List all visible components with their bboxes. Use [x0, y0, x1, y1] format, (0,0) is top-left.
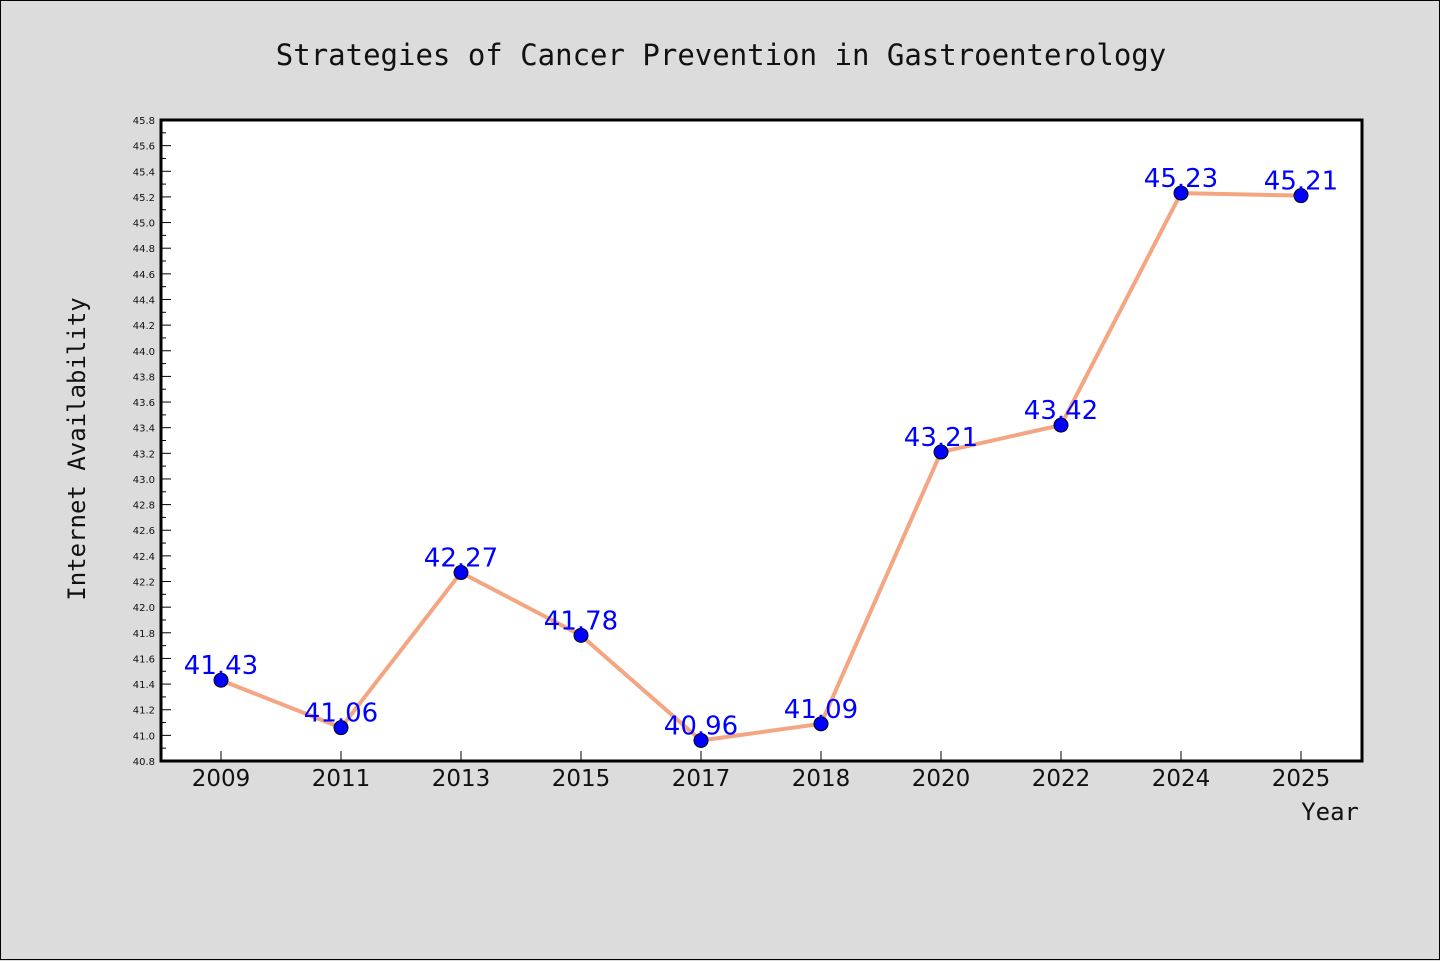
x-tick-label: 2024	[1152, 766, 1211, 792]
data-point	[1053, 417, 1069, 433]
data-label: 41.09	[784, 695, 858, 725]
y-tick-label: 40.8	[133, 757, 155, 768]
y-tick-label: 41.0	[133, 731, 155, 742]
y-tick-label: 42.2	[133, 578, 155, 589]
data-label: 45.23	[1144, 164, 1218, 194]
series-group	[213, 185, 1309, 748]
x-axis: 2009 2011 2013 2015 2017 2018 2020 2022 2024 2025	[192, 751, 1331, 792]
y-tick-label: 43.2	[133, 449, 155, 460]
y-tick-label: 41.4	[133, 680, 155, 691]
y-tick-label: 41.2	[133, 706, 155, 717]
y-tick-label: 45.6	[133, 142, 155, 153]
y-tick-label: 42.4	[133, 552, 155, 563]
data-point	[693, 732, 709, 748]
data-labels: 41.43 41.06 42.27 41.78 40.96 41.09 43.21 43.42…	[184, 164, 1338, 741]
data-label: 41.06	[304, 699, 378, 729]
y-tick-label: 44.6	[133, 270, 155, 281]
y-tick-label: 42.0	[133, 603, 155, 614]
y-tick-label: 45.0	[133, 219, 155, 230]
y-tick-label: 42.6	[133, 526, 155, 537]
x-tick-label: 2011	[312, 766, 371, 792]
y-tick-label: 45.4	[133, 167, 155, 178]
data-label: 45.21	[1264, 167, 1338, 197]
data-point	[213, 672, 229, 688]
y-tick-label: 44.8	[133, 244, 155, 255]
data-point	[933, 444, 949, 460]
y-axis-label: Internet Availability	[63, 297, 91, 600]
y-tick-label: 43.0	[133, 475, 155, 486]
data-point	[333, 720, 349, 736]
data-point	[1293, 188, 1309, 204]
y-tick-label: 42.8	[133, 501, 155, 512]
y-tick-label: 44.2	[133, 321, 155, 332]
y-tick-label: 45.2	[133, 193, 155, 204]
x-tick-label: 2025	[1272, 766, 1331, 792]
x-tick-label: 2013	[432, 766, 491, 792]
data-point	[1173, 185, 1189, 201]
x-tick-label: 2009	[192, 766, 251, 792]
chart-title: Strategies of Cancer Prevention in Gastr…	[276, 38, 1166, 72]
y-axis: 40.8 41.0 41.2 41.4 41.6 41.8 42.0 42.2 42.4 42.6…	[133, 116, 171, 768]
data-point	[453, 565, 469, 581]
data-label: 43.21	[904, 423, 978, 453]
data-point	[813, 716, 829, 732]
y-tick-label: 43.6	[133, 398, 155, 409]
data-label: 42.27	[424, 544, 498, 574]
y-tick-label: 41.6	[133, 654, 155, 665]
data-label: 40.96	[664, 711, 738, 741]
x-tick-label: 2018	[792, 766, 851, 792]
y-tick-label: 45.8	[133, 116, 155, 127]
data-label: 43.42	[1024, 396, 1098, 426]
series-line	[220, 191, 1302, 743]
y-tick-label: 44.4	[133, 295, 155, 306]
y-tick-label: 43.8	[133, 372, 155, 383]
x-tick-label: 2015	[552, 766, 611, 792]
x-tick-label: 2020	[912, 766, 971, 792]
plot-area	[159, 118, 1364, 763]
y-tick-label: 41.8	[133, 629, 155, 640]
data-label: 41.43	[184, 651, 258, 681]
y-tick-label: 43.4	[133, 424, 155, 435]
x-tick-label: 2017	[672, 766, 731, 792]
x-tick-label: 2022	[1032, 766, 1091, 792]
y-tick-label: 44.0	[133, 347, 155, 358]
x-axis-label: Year	[1301, 798, 1359, 826]
data-point	[573, 627, 589, 643]
data-label: 41.78	[544, 606, 618, 636]
